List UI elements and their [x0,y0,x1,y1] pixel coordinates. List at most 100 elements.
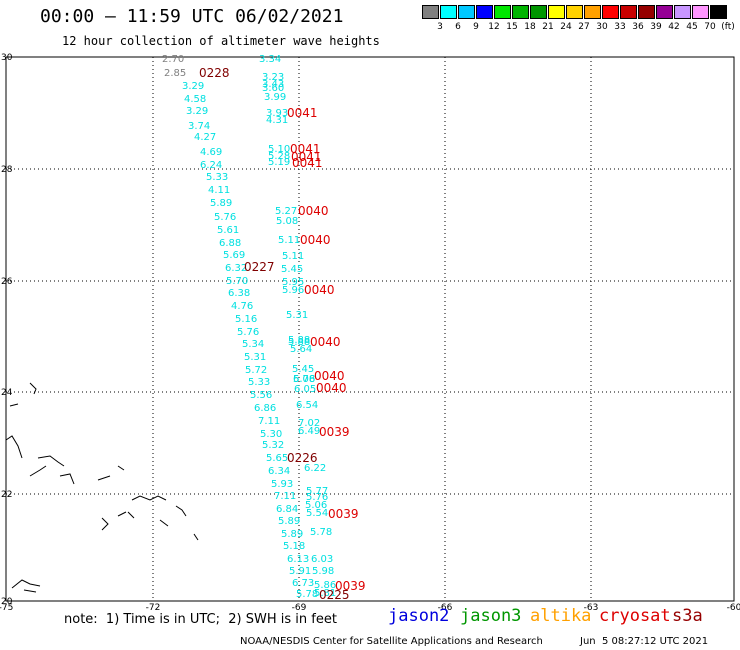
wave-height-label: 7.02 [298,418,320,429]
scale-label: 6 [455,22,461,32]
legend-jason2: jason2 [388,606,450,626]
wave-height-label: 4.58 [184,94,206,105]
axis-labels: 30 28 26 24 22 20-75 -72 -69 -66 -63 -60 [0,53,740,613]
wave-height-label: 6.84 [276,504,298,515]
scale-label: 12 [488,22,500,32]
wave-height-label: 3.23 [262,72,284,83]
map-frame [5,56,735,602]
wave-height-label: 5.11 [282,251,304,262]
legend-altika: altika [530,606,592,626]
wave-height-label: 5.45 [292,364,314,375]
wave-height-label: 5.69 [223,250,245,261]
wave-height-label: 5.11 [278,235,300,246]
wave-height-label: 5.93 [271,479,293,490]
footer-credit: NOAA/NESDIS Center for Satellite Applica… [240,636,543,647]
scale-swatch [602,5,619,19]
legend-note: note: 1) Time is in UTC; 2) SWH is in fe… [64,612,337,627]
scale-swatch [530,5,547,19]
scale-label: 21 [542,22,554,32]
scale-swatch [656,5,673,19]
wave-height-label: 5.30 [260,429,282,440]
wave-height-label: 5.45 [281,264,303,275]
scale-swatch [584,5,601,19]
map-title: 00:00 — 11:59 UTC 06/02/2021 [40,6,344,27]
wave-height-label: 6.54 [296,400,318,411]
wave-height-label: 5.06 [305,500,327,511]
wave-height-label: 3.29 [182,81,204,92]
wave-height-label: 5.27 [275,206,297,217]
wave-height-label: 5.95 [282,277,304,288]
wave-height-label: 5.72 [245,365,267,376]
scale-swatch [476,5,493,19]
pass-time-label: 0040 [300,233,331,247]
wave-height-label: 6.24 [200,160,222,171]
wave-height-label: 6.88 [219,238,241,249]
wave-height-label: 5.78 [310,527,332,538]
wave-height-label: 6.03 [311,554,333,565]
wave-height-label: 5.54 [306,508,328,519]
legend-s3a: s3a [672,606,703,626]
scale-label: 24 [560,22,572,32]
wave-height-label: 4.69 [200,147,222,158]
wave-height-label: 5.08 [276,216,298,227]
pass-time-label: 0040 [304,283,335,297]
coastline [5,382,199,593]
bahamas-coast-1 [5,382,125,485]
scale-label: 70 [704,22,716,32]
lon-label: -66 [438,603,453,613]
lon-label: -63 [584,603,599,613]
scale-label: 30 [596,22,608,32]
wave-height-label: 5.76 [306,492,328,503]
wave-height-label: 5.81 [314,588,336,599]
wave-height-label: 5.65 [266,453,288,464]
wave-height-label: 5.70 [226,276,248,287]
wave-height-labels: 3.34 3.233.433.603.99 3.934.31 5.105.285.19… [182,54,336,600]
scale-label: 42 [668,22,680,32]
wave-height-labels-gray: 2.70 2.85 [162,54,186,79]
scale-label: 33 [614,22,626,32]
wave-height-label: 5.89 [278,516,300,527]
scale-label: 18 [524,22,536,32]
wave-height-label: 3.74 [188,121,210,132]
pass-time-label: 0228 [199,66,230,80]
wave-height-label: 5.91 [289,566,311,577]
wave-height-label: 3.60 [262,83,284,94]
wave-height-label: 6.13 [287,554,309,565]
scale-swatch [674,5,691,19]
map-subtitle: 12 hour collection of altimeter wave hei… [62,34,380,48]
lat-label: 26 [1,277,13,287]
scale-swatch [422,5,439,19]
lat-label: 20 [1,597,13,607]
pass-time-label: 0041 [290,142,321,156]
pass-time-label: 0225 [319,588,350,602]
wave-height-label: 5.33 [206,172,228,183]
wave-height-label: 2.70 [162,54,184,65]
wave-height-label: 6.32 [225,263,247,274]
wave-height-label: 3.93 [266,108,288,119]
wave-height-label: 5.76 [237,327,259,338]
scale-swatch [620,5,637,19]
pass-time-label: 0226 [287,451,318,465]
wave-height-label: 7.11 [274,491,296,502]
wave-height-label: 3.34 [259,54,281,65]
wave-height-label: 4.31 [266,115,288,126]
wave-height-label: 6.38 [228,288,250,299]
lon-label: -75 [0,603,13,613]
wave-height-label: 5.31 [244,352,266,363]
lat-label: 22 [1,490,12,500]
wave-height-label: 6.05 [294,384,316,395]
wave-height-label: 5.56 [250,390,272,401]
scale-swatch [566,5,583,19]
pass-time-labels: 0228022702260225004100410041004100400040… [199,66,366,602]
wave-height-label: 5.98 [312,566,334,577]
scale-swatch [638,5,655,19]
scale-label: 27 [578,22,590,32]
wave-height-label: 5.61 [217,225,239,236]
lat-lon-grid [6,57,734,601]
scale-swatch [692,5,709,19]
pass-time-label: 0041 [291,150,322,164]
lon-label: -60 [727,603,740,613]
wave-height-label: 5.34 [242,339,264,350]
wave-height-label: 3.29 [186,106,208,117]
